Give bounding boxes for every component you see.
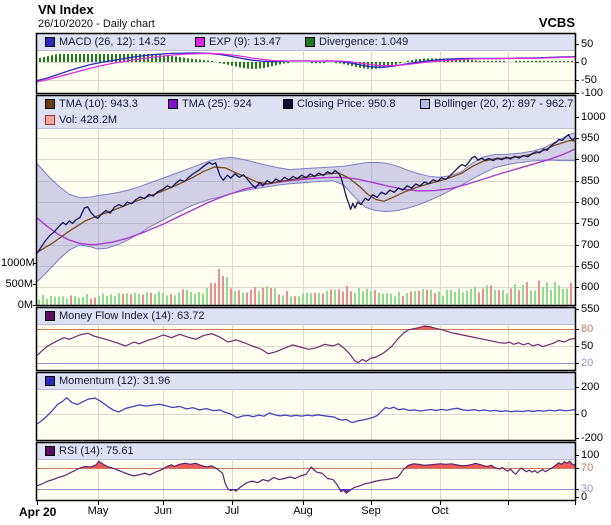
brand-logo: VCBS [538,15,575,30]
chart-subtitle: 26/10/2020 - Daily chart [38,18,155,30]
page-title: VN Index [38,2,94,17]
